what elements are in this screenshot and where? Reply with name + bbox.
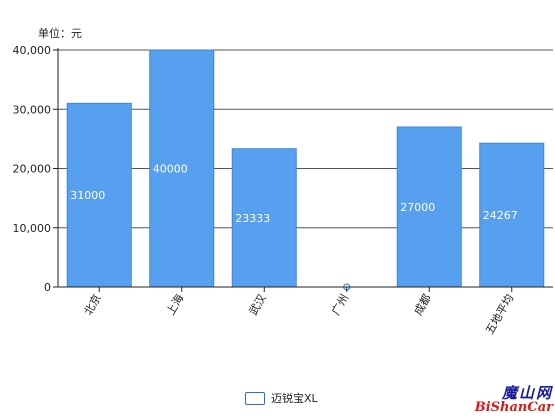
data-label: 24267 [483,209,518,222]
data-label: 31000 [70,189,105,202]
y-tick-label: 30,000 [13,103,52,116]
x-tick-label: 北京 [81,292,104,318]
watermark-line1: 魔山网 [501,384,553,402]
data-label: 23333 [235,212,270,225]
y-tick-label: 10,000 [13,222,52,235]
x-tick-label: 五地平均 [483,292,516,337]
bar-2 [231,148,297,288]
x-tick-label: 成都 [412,292,434,318]
watermark-logo: 魔山网 BiShanCar [474,384,553,415]
legend[interactable]: 迈锐宝XL [245,390,318,406]
unit-label: 单位：元 [38,27,82,40]
bar-0 [66,102,132,288]
bar-4 [396,126,462,288]
data-label: 27000 [400,201,435,214]
x-tick-label: 上海 [163,292,186,318]
legend-label: 迈锐宝XL [271,392,318,405]
legend-swatch [245,391,265,405]
x-tick-label: 广州 [329,292,351,318]
y-tick-label: 20,000 [13,163,52,176]
bar-5 [479,142,545,288]
y-tick-label: 40,000 [13,44,52,57]
y-tick-label: 0 [44,281,51,294]
watermark-line2: BiShanCar [474,400,553,415]
data-label: 40000 [153,163,188,176]
x-tick-label: 武汉 [247,292,269,318]
bar-1 [149,49,215,288]
